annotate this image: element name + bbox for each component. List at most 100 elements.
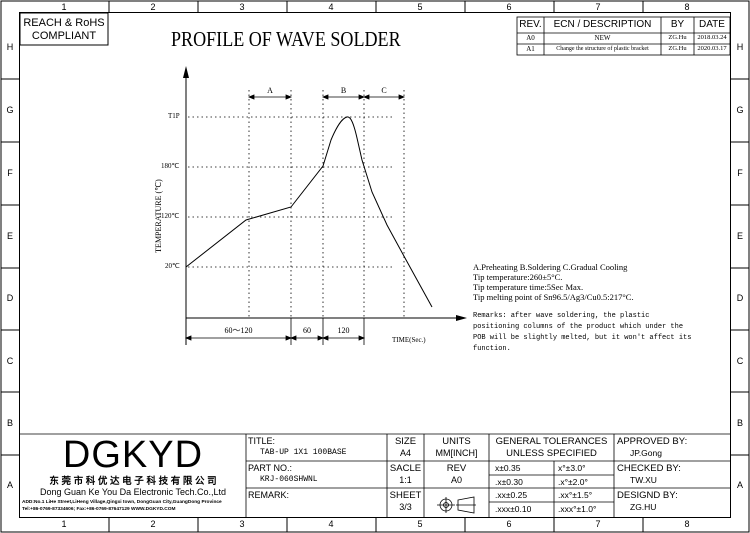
note-line-2: Tip temperature:260±5°C.	[473, 272, 563, 282]
remark-line-3: POB will be slightly melted, but it won'…	[473, 334, 692, 342]
zone-row-a: A	[6, 480, 13, 490]
company-name-en: Dong Guan Ke You Da Electronic Tech.Co.,…	[40, 487, 226, 497]
zone-row-b-right: B	[736, 418, 743, 428]
zone-row-b: B	[6, 418, 13, 428]
remark-line-4: function.	[473, 345, 511, 353]
time-segment-1: 60～120	[224, 326, 253, 335]
note-line-1: A.Preheating B.Soldering C.Gradual Cooli…	[473, 262, 628, 272]
company-logo: DGKYD	[62, 434, 204, 476]
zone-row-c-right: C	[736, 356, 744, 366]
zone-a-label: A	[267, 86, 273, 95]
by-a0: ZG.Hu	[668, 34, 687, 41]
tol-linear-3: .xxx±0.10	[495, 504, 532, 514]
zone-col-2: 2	[150, 2, 156, 12]
tol-angular-3: .xxx°±1.0°	[558, 504, 597, 514]
tol-linear-1: .x±0.30	[495, 477, 523, 487]
title-value: TAB-UP 1X1 100BASE	[260, 448, 347, 457]
units-label: UNITS	[442, 436, 471, 447]
zone-row-e-right: E	[736, 231, 743, 241]
compliance-line-2: COMPLIANT	[31, 30, 97, 42]
title-block-grid	[20, 433, 730, 517]
tol-linear-0: x±0.35	[495, 463, 521, 473]
zone-row-g: G	[6, 105, 14, 115]
x-axis-label: TIME(Sec.)	[392, 336, 426, 344]
part-no-label: PART NO.:	[248, 463, 293, 473]
time-segment-3: 120	[337, 326, 350, 335]
units-value: MM[INCH]	[435, 448, 478, 458]
zone-row-e: E	[6, 231, 13, 241]
tol-angular-0: x°±3.0°	[558, 463, 586, 473]
zone-row-d-right: D	[736, 293, 744, 303]
zone-row-g-right: G	[736, 105, 744, 115]
remark-line-2: positioning columns of the product which…	[473, 323, 684, 331]
company-name-cn: 东 莞 市 科 优 达 电 子 科 技 有 限 公 司	[49, 476, 217, 487]
scale-label: SACLE	[389, 463, 422, 474]
zone-c-label: C	[381, 86, 387, 95]
revision-table	[516, 16, 731, 56]
zone-col-6: 6	[506, 2, 512, 12]
third-angle-projection-symbol	[437, 496, 476, 514]
size-label: SIZE	[394, 436, 417, 447]
zone-row-f: F	[7, 168, 13, 178]
approved-label: APPROVED BY:	[617, 436, 688, 447]
title-label: TITLE:	[248, 436, 276, 446]
zone-col-8-bottom: 8	[684, 519, 690, 529]
temperature-profile-curve	[185, 116, 433, 308]
desc-a1: Change the structure of plastic bracket	[556, 46, 649, 52]
company-address: ADD:No.1 LiHe Street,LiHeng Village,Qing…	[22, 500, 222, 505]
desc-header: ECN / DESCRIPTION	[553, 19, 652, 30]
rev-a1: A1	[526, 45, 535, 53]
date-a1: 2020.03.17	[697, 45, 727, 52]
zone-col-3-bottom: 3	[239, 519, 245, 529]
zone-col-4-bottom: 4	[328, 519, 334, 529]
zone-col-1-bottom: 1	[61, 519, 67, 529]
note-line-3: Tip temperature time:5Sec Max.	[473, 282, 584, 292]
zone-col-7: 7	[595, 2, 601, 12]
compliance-line-1: REACH & RoHS	[23, 17, 105, 29]
zone-col-7-bottom: 7	[595, 519, 601, 529]
y-axis-arrow	[183, 66, 189, 78]
scale-value: 1:1	[399, 475, 412, 485]
sheet-label: SHEET	[389, 490, 422, 501]
zone-row-h-right: H	[736, 42, 744, 52]
zone-row-f-right: F	[737, 168, 743, 178]
rev-a0: A0	[526, 34, 535, 42]
rev-label: REV	[446, 463, 467, 474]
zone-col-5: 5	[417, 2, 423, 12]
solder-profile-chart	[183, 66, 467, 345]
zone-row-c: C	[6, 356, 14, 366]
date-a0: 2018.03.24	[697, 34, 727, 41]
remark-label: REMARK:	[248, 490, 290, 500]
remark-line-1: Remarks: after wave soldering, the plast…	[473, 312, 650, 320]
part-no-value: KRJ-060SHWNL	[260, 475, 318, 484]
zone-col-4: 4	[328, 2, 334, 12]
rev-header: REV.	[519, 19, 542, 30]
tick-180: 180℃	[161, 162, 180, 170]
tol-angular-2: .xx°±1.5°	[558, 490, 593, 500]
by-header: BY	[670, 19, 685, 30]
zone-row-a-right: A	[736, 480, 743, 490]
checked-label: CHECKED BY:	[617, 463, 681, 474]
drawing-title: PROFILE OF WAVE SOLDER	[171, 27, 401, 51]
designed-value: ZG.HU	[630, 502, 657, 512]
checked-value: TW.XU	[630, 475, 657, 485]
tolerances-title: GENERAL TOLERANCES	[495, 436, 608, 447]
zone-col-8: 8	[684, 2, 690, 12]
approved-value: JP.Gong	[630, 448, 662, 458]
size-value: A4	[399, 448, 411, 458]
tol-linear-2: .xx±0.25	[495, 490, 528, 500]
time-segment-2: 60	[303, 326, 311, 335]
tolerances-subtitle: UNLESS SPECIFIED	[506, 448, 597, 459]
sheet-value: 3/3	[399, 502, 412, 512]
rev-value: A0	[450, 475, 462, 485]
zone-b-label: B	[340, 86, 347, 95]
zone-col-6-bottom: 6	[506, 519, 512, 529]
desc-a0: NEW	[594, 34, 611, 42]
compliance-box	[19, 12, 109, 46]
date-header: DATE	[699, 19, 725, 30]
zone-row-h: H	[6, 42, 14, 52]
zone-col-2-bottom: 2	[150, 519, 156, 529]
zone-col-5-bottom: 5	[417, 519, 423, 529]
